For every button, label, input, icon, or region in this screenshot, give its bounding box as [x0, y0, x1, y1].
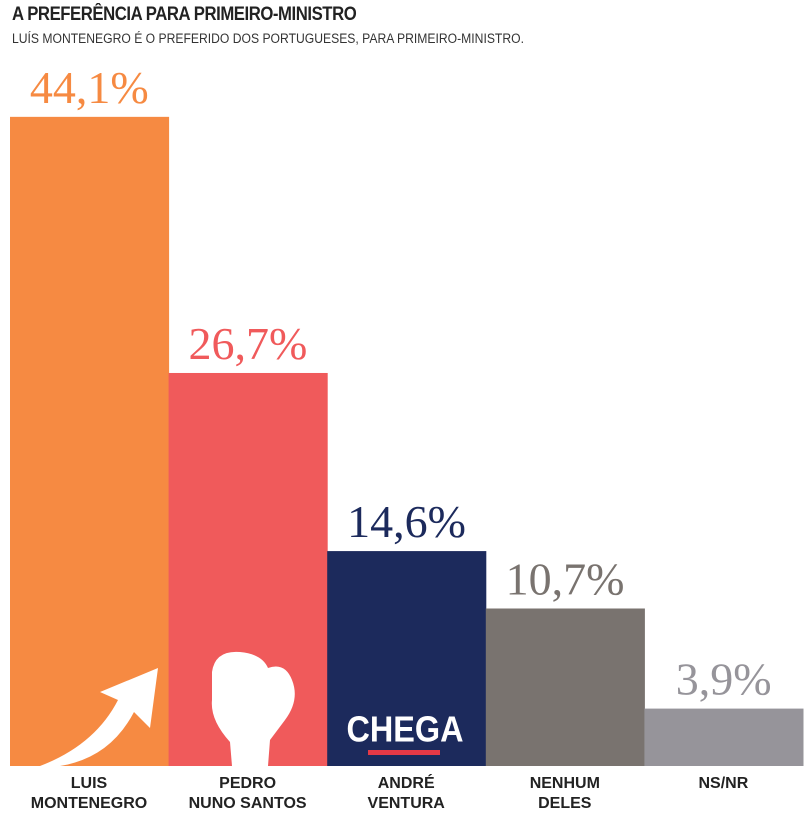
x-tick-label: LUIS MONTENEGRO: [30, 775, 148, 812]
x-tick-label: PEDRO NUNO SANTOS: [188, 775, 307, 812]
arrow-icon: [40, 668, 158, 766]
value-label: 14,6%: [347, 496, 466, 547]
chart-title: A PREFERÊNCIA PARA PRIMEIRO-MINISTRO: [12, 4, 357, 25]
bar: [485, 608, 645, 766]
x-tick-label: NENHUM DELES: [529, 775, 600, 812]
bar: [644, 708, 804, 766]
bar: [10, 116, 170, 766]
bar: [327, 551, 487, 766]
value-label: 3,9%: [676, 654, 772, 705]
logo-text: CHEGA: [347, 710, 464, 750]
x-tick-label: ANDRÉ VENTURA: [367, 775, 445, 812]
x-tick-label: NS/NR: [698, 775, 749, 792]
fist-icon: [211, 651, 295, 766]
chart-subtitle: LUÍS MONTENEGRO É O PREFERIDO DOS PORTUG…: [12, 31, 524, 46]
value-label: 44,1%: [30, 62, 149, 113]
logo-underline: [368, 750, 440, 755]
value-label: 10,7%: [506, 553, 625, 604]
value-label: 26,7%: [188, 318, 307, 369]
